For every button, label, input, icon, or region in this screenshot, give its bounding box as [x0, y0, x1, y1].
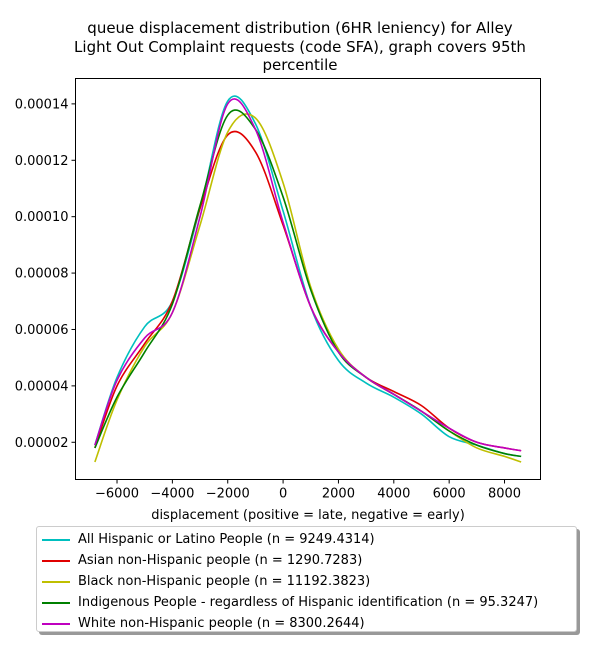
- legend-entry: Indigenous People - regardless of Hispan…: [37, 592, 576, 613]
- series-line: [94, 109, 522, 458]
- x-axis: −6000 −4000 −2000 0 2000 4000 6000 8000: [95, 479, 521, 502]
- y-tick-label: 0.00006: [15, 323, 69, 338]
- legend-entry: White non-Hispanic people (n = 8300.2644…: [37, 613, 576, 634]
- legend-swatch: [42, 538, 70, 541]
- legend-label: White non-Hispanic people (n = 8300.2644…: [78, 616, 365, 631]
- y-tick-label: 0.00012: [15, 154, 69, 169]
- legend-label: Black non-Hispanic people (n = 11192.382…: [78, 574, 371, 589]
- series-line: [94, 113, 522, 463]
- legend-entry: Black non-Hispanic people (n = 11192.382…: [37, 571, 576, 592]
- x-tick-label: 0: [279, 487, 287, 502]
- legend: All Hispanic or Latino People (n = 9249.…: [36, 526, 577, 632]
- series-layer: [94, 95, 522, 463]
- chart-title-line: queue displacement distribution (6HR len…: [87, 19, 513, 37]
- series-line: [94, 130, 522, 452]
- legend-label: All Hispanic or Latino People (n = 9249.…: [78, 532, 375, 547]
- x-axis-label: displacement (positive = late, negative …: [151, 508, 465, 523]
- plot-frame: [75, 78, 541, 480]
- legend-swatch: [42, 622, 70, 625]
- series-line: [94, 98, 522, 452]
- legend-entry: All Hispanic or Latino People (n = 9249.…: [37, 529, 576, 550]
- y-tick-label: 0.00004: [15, 379, 69, 394]
- legend-label: Indigenous People - regardless of Hispan…: [78, 595, 539, 610]
- legend-swatch: [42, 559, 70, 562]
- y-tick-label: 0.00002: [15, 436, 69, 451]
- legend-label: Asian non-Hispanic people (n = 1290.7283…: [78, 553, 363, 568]
- y-axis: 0.00002 0.00004 0.00006 0.00008 0.00010 0.000…: [15, 97, 76, 451]
- legend-swatch: [42, 601, 70, 604]
- y-tick-label: 0.00008: [15, 267, 69, 282]
- x-tick-label: 4000: [377, 487, 410, 502]
- legend-swatch: [42, 580, 70, 583]
- x-tick-label: −6000: [95, 487, 139, 502]
- x-tick-label: −4000: [150, 487, 194, 502]
- legend-entry: Asian non-Hispanic people (n = 1290.7283…: [37, 550, 576, 571]
- y-tick-label: 0.00010: [15, 210, 69, 225]
- x-tick-label: 2000: [322, 487, 355, 502]
- y-tick-label: 0.00014: [15, 97, 69, 112]
- x-tick-label: 8000: [488, 487, 521, 502]
- chart-title-line: percentile: [262, 56, 338, 74]
- chart-title-line: Light Out Complaint requests (code SFA),…: [74, 38, 526, 56]
- series-line: [94, 95, 522, 458]
- x-tick-label: −2000: [206, 487, 250, 502]
- x-tick-label: 6000: [433, 487, 466, 502]
